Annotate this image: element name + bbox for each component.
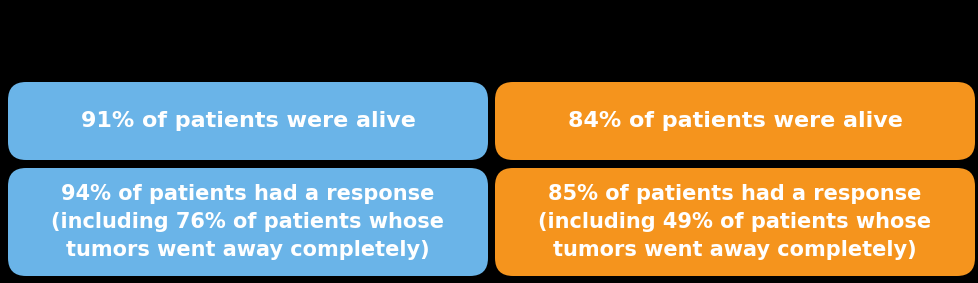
FancyBboxPatch shape <box>8 82 487 160</box>
FancyBboxPatch shape <box>495 168 974 276</box>
Text: 94% of patients had a response
(including 76% of patients whose
tumors went away: 94% of patients had a response (includin… <box>52 184 444 260</box>
Text: 84% of patients were alive: 84% of patients were alive <box>567 111 902 131</box>
Text: 91% of patients were alive: 91% of patients were alive <box>80 111 415 131</box>
Text: 85% of patients had a response
(including 49% of patients whose
tumors went away: 85% of patients had a response (includin… <box>538 184 931 260</box>
FancyBboxPatch shape <box>495 82 974 160</box>
FancyBboxPatch shape <box>8 168 487 276</box>
